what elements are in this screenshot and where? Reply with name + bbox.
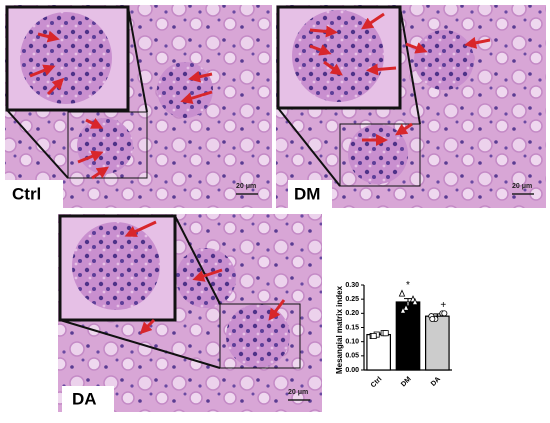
data-point	[441, 310, 448, 317]
y-tick-label: 0.25	[345, 296, 359, 303]
y-axis-label: Mesangial matrix index	[335, 285, 344, 374]
y-tick-label: 0.10	[345, 339, 359, 346]
panel-label: DA	[72, 389, 97, 408]
x-tick-label: DA	[430, 376, 442, 388]
bar	[366, 333, 391, 371]
significance-mark: *	[406, 280, 410, 291]
data-point	[429, 315, 436, 322]
bar	[425, 315, 450, 371]
data-point	[382, 330, 389, 337]
data-point	[399, 306, 407, 314]
data-point	[370, 332, 377, 339]
da-panel: DA 20 μm	[58, 214, 322, 412]
data-point	[402, 303, 410, 311]
ctrl-panel: Ctrl 20 μm	[5, 5, 272, 208]
x-tick-label: Ctrl	[370, 376, 384, 390]
data-point	[398, 289, 406, 297]
x-tick-label: DM	[400, 376, 413, 389]
bar	[395, 301, 421, 371]
panel-label: Ctrl	[12, 184, 41, 203]
panel-label: DM	[294, 184, 320, 203]
y-tick-label: 0.15	[345, 324, 359, 331]
data-point	[411, 297, 419, 305]
dm-panel: DM 20 μm	[276, 5, 546, 208]
scale-bar-label: 20 μm	[512, 183, 532, 190]
y-tick-label: 0.00	[345, 367, 359, 374]
significance-mark: +	[440, 300, 446, 311]
scale-bar-label: 20 μm	[288, 389, 308, 396]
scale-bar-label: 20 μm	[236, 183, 256, 190]
y-tick-label: 0.30	[345, 282, 359, 289]
y-tick-label: 0.20	[345, 310, 359, 317]
y-tick-label: 0.05	[345, 353, 359, 360]
